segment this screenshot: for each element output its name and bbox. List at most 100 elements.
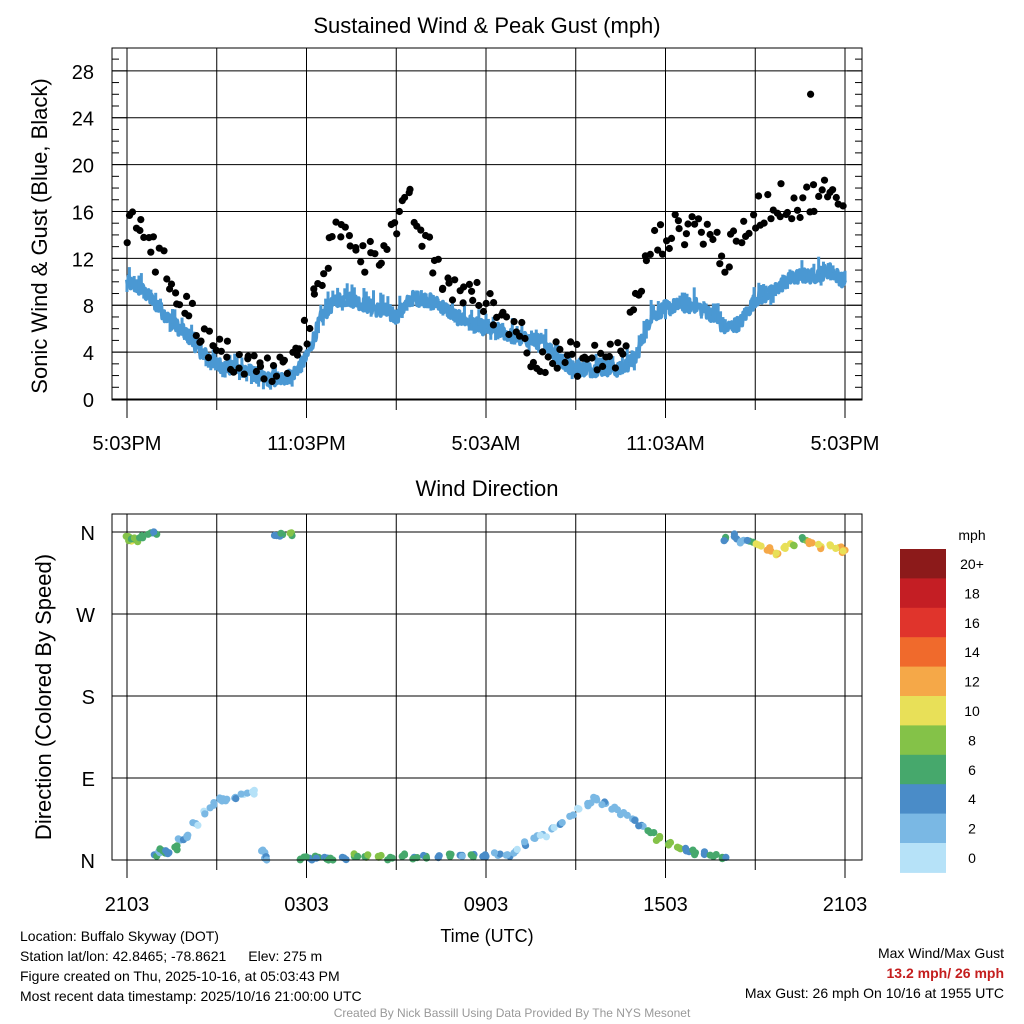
chart1-ytick-label: 0: [83, 390, 94, 412]
peak-gust-point: [361, 268, 369, 276]
peak-gust-point: [460, 283, 468, 291]
chart2-xtick-label: 1503: [643, 894, 688, 916]
peak-gust-point: [713, 228, 721, 236]
direction-point: [722, 853, 730, 862]
peak-gust-point: [665, 244, 673, 253]
colorbar-swatch: [900, 607, 946, 638]
direction-point: [691, 851, 699, 859]
peak-gust-point: [371, 250, 379, 258]
direction-point: [201, 810, 209, 818]
peak-gust-point: [523, 349, 531, 357]
direction-point: [542, 833, 551, 841]
direction-point: [232, 795, 240, 803]
chart1-ticks: 0 4 8 12 16 20 24 28 5:03PM 11:03PM 5:03AM 11:03AM 5…: [72, 58, 879, 455]
direction-point: [139, 534, 147, 542]
footer-recent: Most recent data timestamp: 2025/10/16 2…: [20, 988, 362, 1004]
peak-gust-point: [391, 219, 399, 227]
peak-gust-point: [256, 362, 265, 370]
peak-gust-point: [606, 340, 614, 348]
peak-gust-point: [475, 301, 483, 310]
peak-gust-point: [123, 239, 131, 247]
peak-gust-point: [434, 255, 442, 263]
direction-point: [631, 816, 639, 825]
peak-gust-point: [175, 301, 184, 309]
peak-gust-point: [188, 299, 196, 307]
peak-gust-point: [283, 369, 291, 377]
peak-gust-point: [697, 228, 706, 236]
colorbar-swatch: [900, 696, 946, 726]
chart1-title: Sustained Wind & Peak Gust (mph): [313, 13, 660, 38]
peak-gust-point: [366, 237, 374, 246]
max-gust-point: [806, 90, 815, 98]
direction-point: [496, 850, 504, 858]
peak-gust-point: [709, 235, 717, 244]
peak-gust-point: [803, 183, 811, 191]
peak-gust-point: [451, 276, 459, 284]
peak-gust-point: [486, 290, 494, 298]
direction-point: [752, 540, 760, 548]
direction-point: [156, 845, 164, 853]
peak-gust-point: [567, 338, 575, 346]
peak-gust-point: [646, 250, 654, 258]
direction-point: [173, 842, 181, 850]
credit: Created By Nick Bassill Using Data Provi…: [333, 1006, 691, 1020]
direction-point: [644, 827, 652, 835]
peak-gust-point: [445, 279, 453, 287]
peak-gust-point: [588, 354, 596, 362]
peak-gust-point: [788, 215, 796, 223]
colorbar-swatch: [900, 725, 946, 756]
peak-gust-point: [310, 285, 318, 293]
direction-point: [409, 855, 417, 863]
chart2-ytick-label: W: [76, 605, 95, 627]
peak-gust-point: [216, 335, 224, 343]
peak-gust-point: [252, 367, 260, 376]
peak-gust-point: [204, 354, 213, 362]
footer-latlon: Station lat/lon: 42.8465; -78.8621: [20, 948, 227, 964]
peak-gust-point: [230, 368, 238, 376]
direction-point: [270, 531, 279, 540]
chart1-ytick-label: 16: [72, 202, 94, 224]
peak-gust-point: [684, 220, 692, 228]
peak-gust-point: [263, 354, 271, 362]
peak-gust-point: [250, 352, 258, 360]
direction-point: [513, 845, 521, 854]
colorbar-label: 18: [964, 585, 980, 601]
peak-gust-point: [418, 242, 426, 250]
direction-point: [400, 851, 409, 859]
peak-gust-point: [553, 364, 561, 372]
peak-gust-point: [691, 220, 699, 228]
peak-gust-point: [151, 268, 159, 276]
direction-point: [712, 851, 720, 859]
peak-gust-point: [192, 332, 200, 340]
colorbar-label: 0: [968, 850, 976, 866]
peak-gust-point: [341, 223, 349, 231]
peak-gust-point: [140, 233, 148, 241]
direction-point: [490, 849, 499, 857]
peak-gust-point: [667, 234, 676, 242]
direction-point: [286, 529, 294, 537]
direction-point: [194, 821, 202, 829]
colorbar-label: 10: [964, 703, 980, 719]
peak-gust-point: [147, 248, 155, 256]
direction-point: [502, 851, 510, 859]
colorbar-swatch: [900, 637, 946, 668]
peak-gust-point: [818, 186, 826, 194]
peak-gust-point: [614, 339, 622, 347]
peak-gust-point: [839, 202, 847, 210]
direction-point: [584, 802, 592, 810]
peak-gust-point: [310, 290, 318, 298]
peak-gust-point: [383, 245, 391, 253]
direction-point: [623, 811, 631, 819]
direction-point: [574, 804, 582, 813]
chart2-ytick-label: E: [82, 769, 95, 791]
direction-point: [223, 795, 231, 803]
peak-gust-point: [128, 208, 137, 216]
peak-gust-point: [337, 233, 345, 241]
peak-gust-point: [490, 299, 498, 307]
direction-point: [652, 836, 661, 845]
direction-point: [364, 851, 372, 859]
peak-gust-point: [468, 287, 476, 295]
direction-point: [706, 851, 714, 859]
max-values: 13.2 mph/ 26 mph: [886, 965, 1004, 981]
peak-gust-point: [163, 275, 171, 283]
